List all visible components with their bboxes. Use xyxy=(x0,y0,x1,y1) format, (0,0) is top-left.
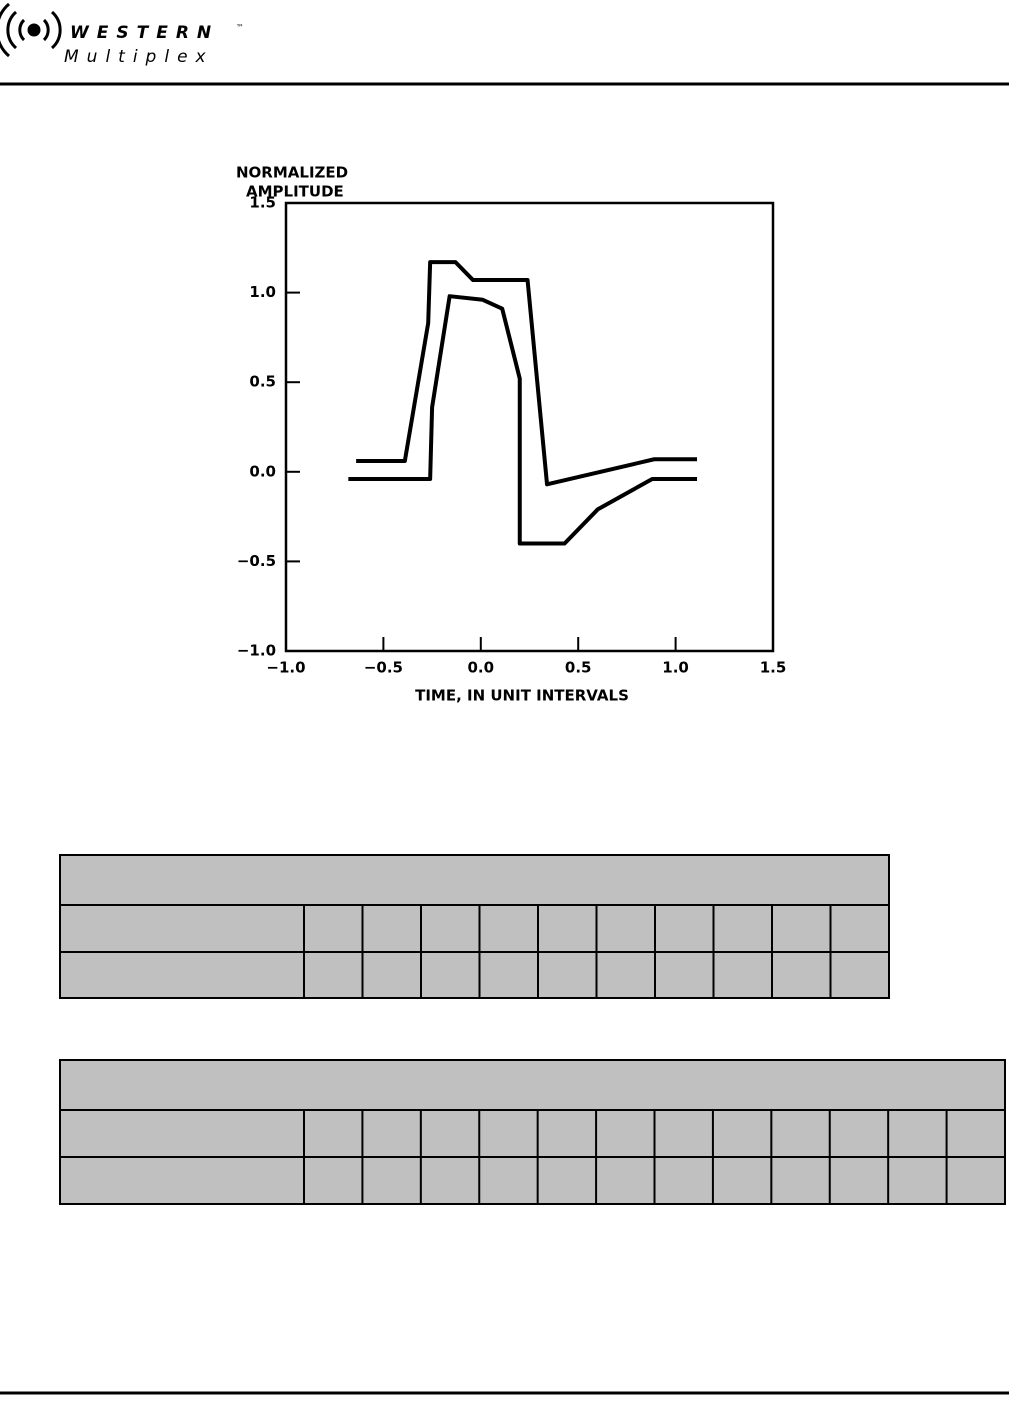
logo-icon xyxy=(0,2,62,58)
x-tick-label: 1.0 xyxy=(662,659,689,677)
y-axis-label: NORMALIZED xyxy=(236,164,348,182)
x-tick-label: 0.5 xyxy=(565,659,592,677)
x-tick-label: −1.0 xyxy=(266,659,305,677)
y-tick-label: 1.0 xyxy=(249,283,276,301)
y-tick-label: 0.5 xyxy=(249,373,276,391)
y-tick-label: 1.5 xyxy=(249,194,276,212)
y-axis-label: AMPLITUDE xyxy=(246,183,344,201)
plot-frame xyxy=(284,201,775,653)
logo-sub: Multiplex xyxy=(64,47,214,67)
x-tick-label: 1.5 xyxy=(760,659,787,677)
mask-line xyxy=(348,294,698,546)
table-2 xyxy=(59,1059,1006,1205)
table-1 xyxy=(59,854,890,999)
x-axis-label: TIME, IN UNIT INTERVALS xyxy=(415,687,629,705)
x-tick-label: −0.5 xyxy=(364,659,403,677)
logo-name: WESTERN xyxy=(70,23,219,43)
x-tick-label: 0.0 xyxy=(468,659,495,677)
mask-line xyxy=(356,260,698,487)
logo-tm: ™ xyxy=(236,23,244,32)
y-tick-label: −0.5 xyxy=(237,552,276,570)
y-tick-label: 0.0 xyxy=(249,462,276,480)
y-tick-label: −1.0 xyxy=(237,642,276,660)
